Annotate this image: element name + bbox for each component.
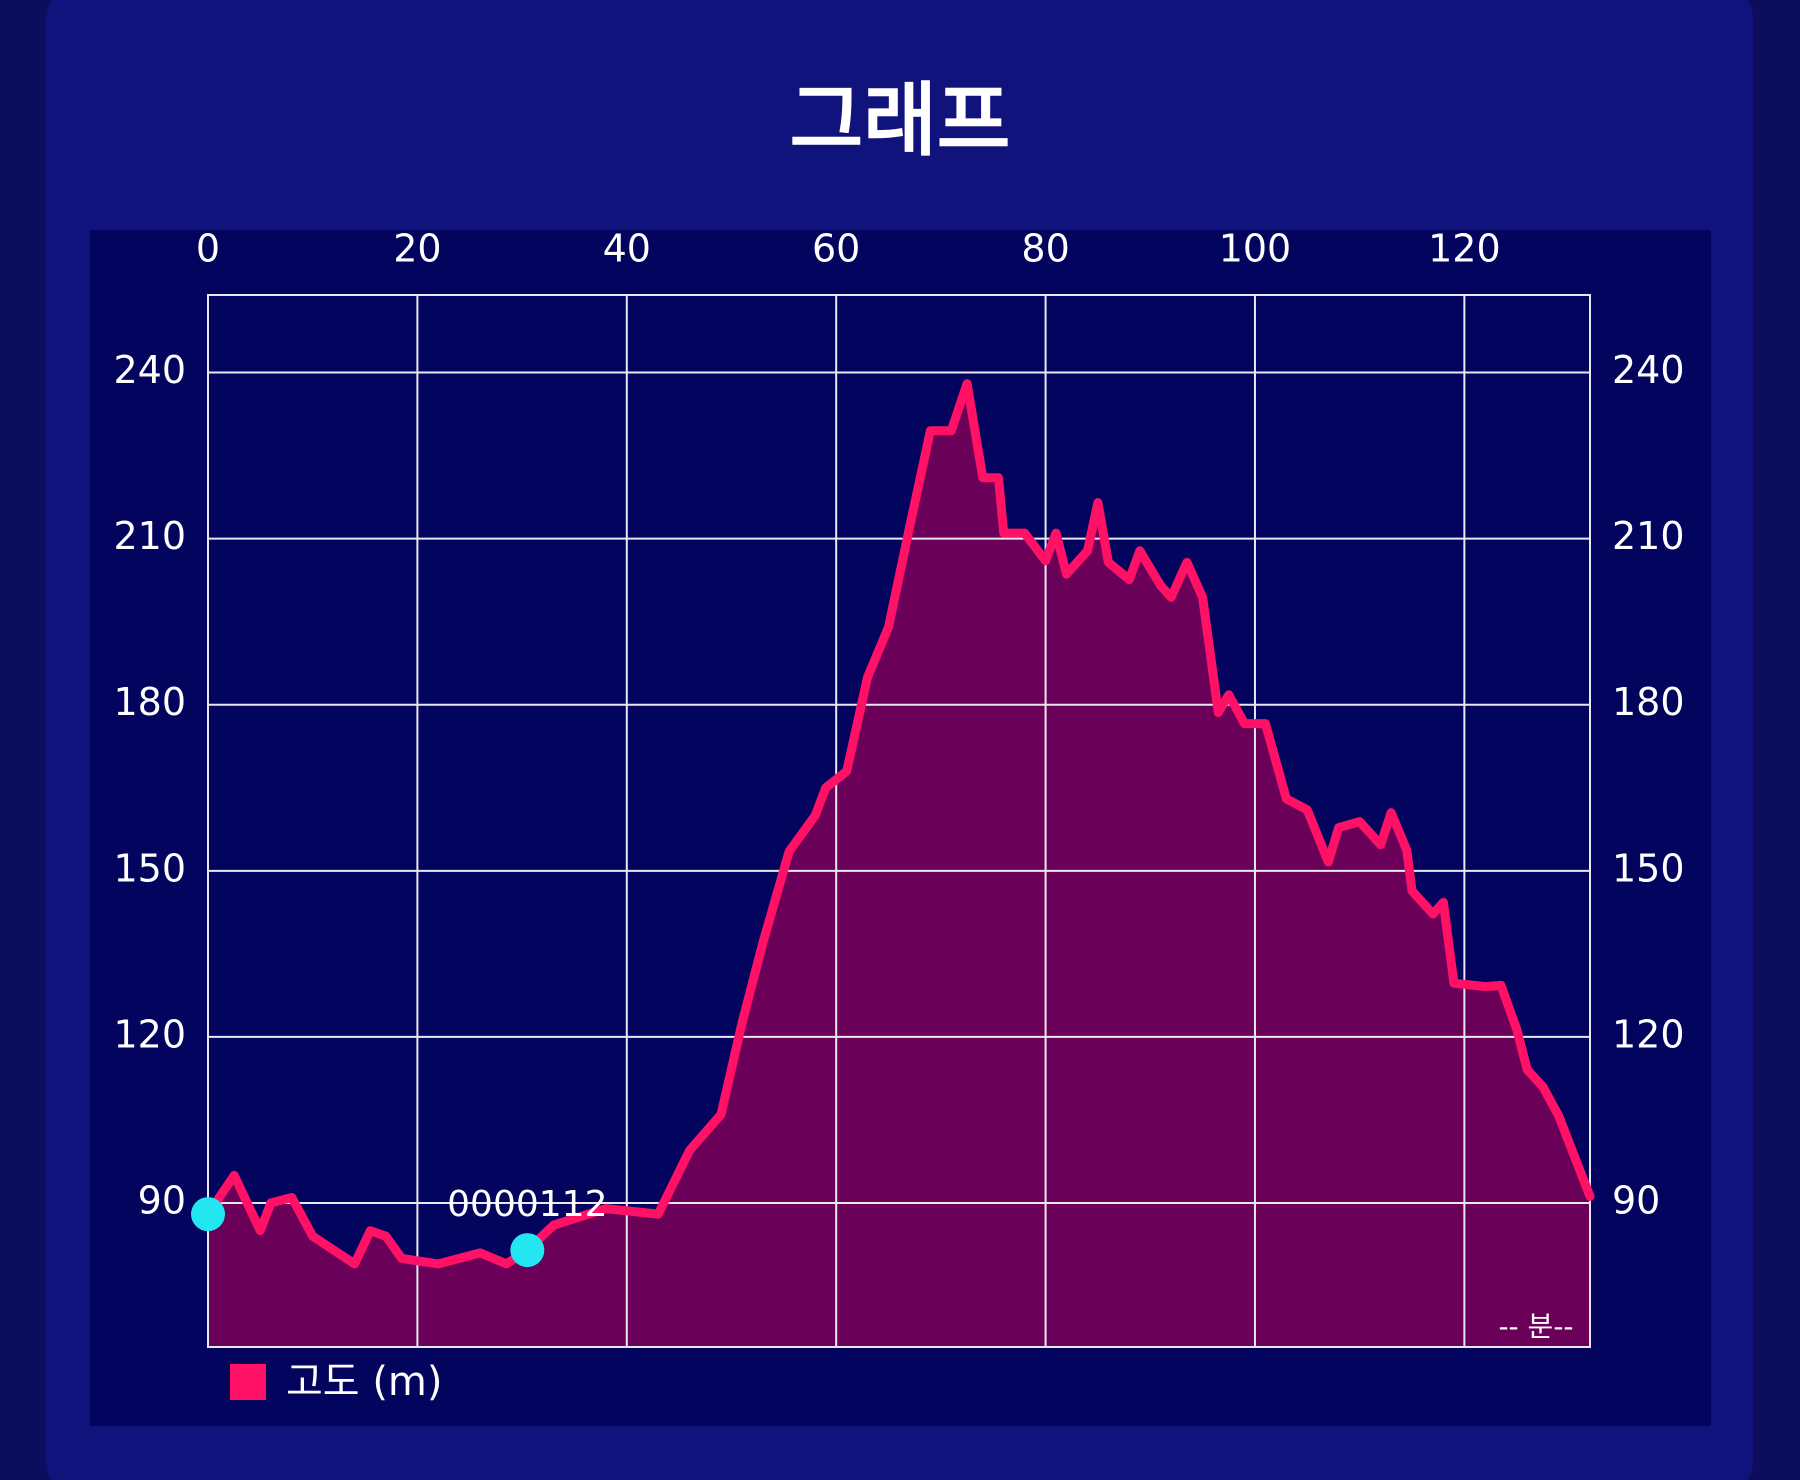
chart-title: 그래프: [790, 74, 1011, 167]
legend-label: 고도 (m): [286, 1359, 443, 1405]
y2-tick-label: 120: [1612, 1012, 1685, 1056]
y-tick-label: 240: [113, 348, 186, 392]
plot-frame: [207, 294, 1591, 1348]
legend-swatch: [230, 1364, 266, 1400]
marker-label: 0000112: [447, 1184, 607, 1225]
x-tick-label: 60: [812, 227, 860, 271]
y-tick-label: 150: [113, 846, 186, 890]
x-axis-label: -- 분--: [1498, 1310, 1573, 1343]
y-tick-label: 180: [113, 680, 186, 724]
x-tick-label: 120: [1428, 227, 1501, 271]
x-tick-label: 20: [393, 227, 441, 271]
y-tick-label: 210: [113, 514, 186, 558]
x-tick-label: 80: [1021, 227, 1069, 271]
y-tick-label: 90: [138, 1179, 186, 1223]
y2-tick-label: 90: [1612, 1179, 1660, 1223]
x-tick-label: 0: [196, 227, 220, 271]
marker: [191, 1197, 225, 1232]
area: [208, 383, 1590, 1348]
y2-tick-label: 210: [1612, 514, 1685, 558]
x-tick-label: 40: [603, 227, 651, 271]
x-tick-label: 100: [1219, 227, 1292, 271]
y-tick-label: 120: [113, 1012, 186, 1056]
y2-tick-label: 150: [1612, 846, 1685, 890]
marker: [510, 1233, 545, 1268]
y2-tick-label: 240: [1612, 348, 1685, 392]
line: [203, 379, 1595, 1269]
y2-tick-label: 180: [1612, 680, 1685, 724]
